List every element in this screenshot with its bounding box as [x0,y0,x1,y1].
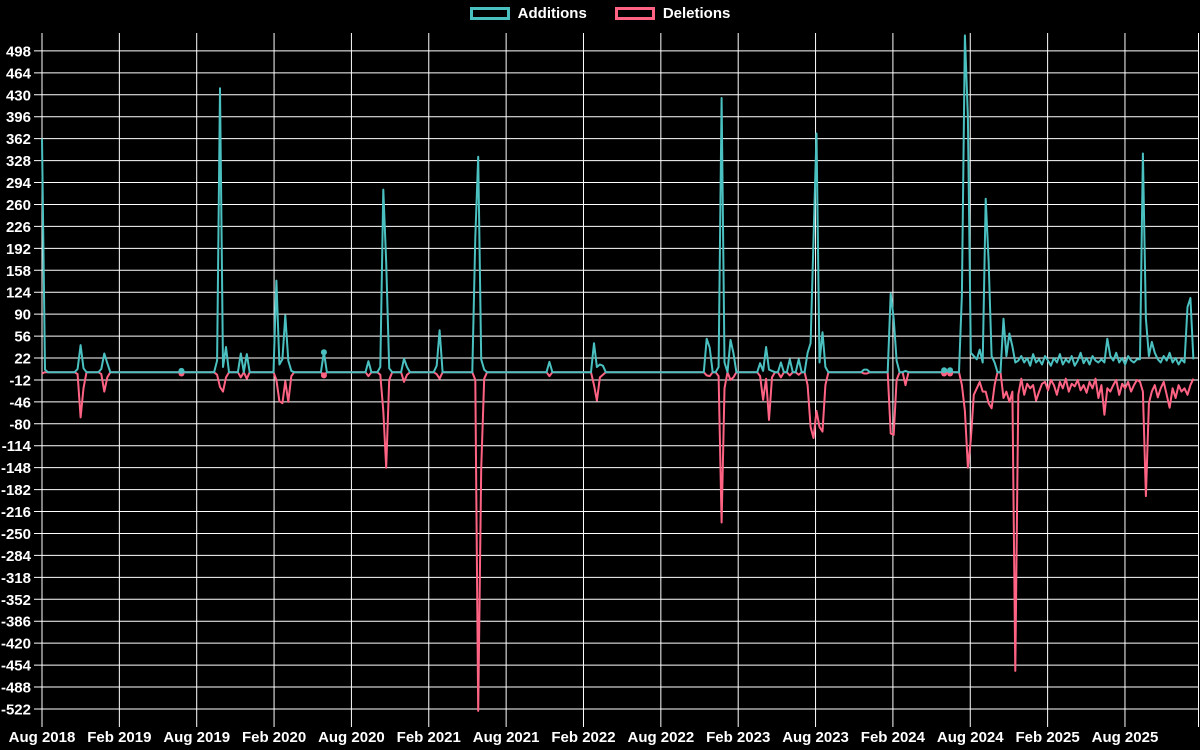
deletions-point-marker[interactable] [320,372,327,379]
x-tick-label: Aug 2019 [163,729,230,746]
y-tick-label: -114 [2,438,32,455]
x-tick-label: Aug 2020 [318,729,385,746]
x-tick-label: Aug 2023 [782,729,849,746]
x-tick-label: Feb 2025 [1016,729,1080,746]
y-tick-label: -80 [9,416,31,433]
y-tick-label: -318 [1,570,31,587]
y-tick-label: 158 [6,263,31,280]
y-tick-label: -454 [1,658,32,675]
x-tick-label: Feb 2021 [397,729,461,746]
additions-legend-swatch [469,7,510,20]
y-tick-label: 294 [6,175,32,192]
additions-legend-label: Additions [517,5,587,22]
x-tick-label: Aug 2018 [9,729,76,746]
y-tick-label: 90 [14,307,31,324]
y-tick-label: 362 [6,131,31,148]
y-tick-label: 430 [6,87,31,104]
chart-legend: Additions Deletions [0,6,1200,21]
point-markers [178,349,954,379]
y-tick-label: 260 [6,197,31,214]
deletions-legend-swatch [614,7,655,20]
y-tick-label: -522 [1,701,31,718]
deletions-line[interactable] [41,371,1195,712]
y-tick-label: -420 [1,636,31,653]
y-tick-label: -386 [1,614,31,631]
y-tick-label: 396 [6,109,31,126]
y-tick-label: 124 [6,285,32,302]
x-tick-label: Feb 2019 [87,729,151,746]
y-tick-label: 498 [6,43,31,60]
y-tick-label: -46 [9,394,31,411]
y-tick-label: 192 [6,241,31,258]
y-tick-label: -12 [9,372,31,389]
additions-point-marker[interactable] [941,367,948,374]
y-tick-label: -352 [1,592,31,609]
y-grid-and-labels: 498 464 430 396 362 328 294 260 226 192 158 124 90 56… [1,43,1199,718]
deletions-legend-label: Deletions [662,5,731,22]
y-tick-label: -182 [1,482,31,499]
x-tick-label: Feb 2020 [242,729,306,746]
y-tick-label: 464 [6,65,32,82]
y-tick-label: -284 [1,548,32,565]
y-tick-label: -148 [1,460,31,477]
additions-point-marker[interactable] [947,367,954,374]
x-tick-label: Feb 2022 [551,729,615,746]
x-grid-and-labels: Aug 2018 Feb 2019 Aug 2019 Feb 2020 Aug 2020… [9,33,1199,746]
y-tick-label: 226 [6,219,31,236]
legend-item-deletions[interactable]: Deletions [614,5,731,22]
x-tick-label: Aug 2024 [937,729,1004,746]
x-tick-label: Feb 2023 [706,729,770,746]
y-tick-label: 328 [6,153,31,170]
x-tick-label: Aug 2022 [627,729,694,746]
x-tick-label: Aug 2025 [1092,729,1159,746]
additions-point-marker[interactable] [320,349,327,356]
legend-item-additions[interactable]: Additions [469,5,587,22]
additions-line[interactable] [41,34,1195,374]
y-tick-label: -488 [1,680,31,697]
x-tick-label: Aug 2021 [473,729,540,746]
y-tick-label: -250 [1,526,31,543]
y-tick-label: -216 [1,504,31,521]
additions-point-marker[interactable] [178,367,185,374]
y-tick-label: 56 [14,329,31,346]
y-tick-label: 22 [14,351,31,368]
x-tick-label: Feb 2024 [861,729,926,746]
